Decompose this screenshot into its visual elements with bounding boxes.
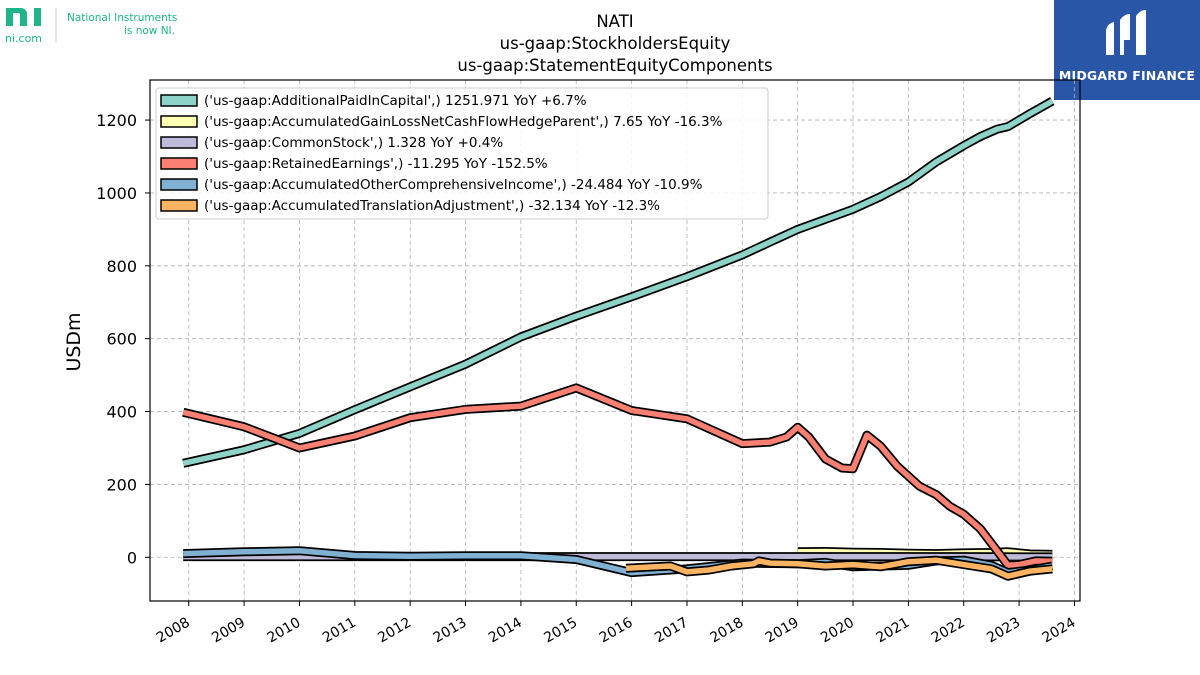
x-tick-label: 2022: [929, 615, 968, 647]
legend-item: ('us-gaap:CommonStock',) 1.328 YoY +0.4%: [160, 135, 503, 151]
y-axis-label: USDm: [63, 312, 85, 371]
x-tick-label: 2011: [320, 615, 359, 647]
x-tick-label: 2021: [874, 615, 913, 647]
ni-logo-mark-i: [34, 8, 41, 26]
y-axis: 0 200 400 600 800 1000 1200: [96, 111, 150, 567]
x-axis: 2008 2009 2010 2011 2012 2013 2014 2015 2016 2017…: [154, 601, 1079, 646]
series-line-3: [182, 383, 1053, 570]
ni-logo-mark-n-left: [6, 8, 13, 26]
legend-label: ('us-gaap:RetainedEarnings',) -11.295 Yo…: [204, 156, 548, 172]
series-line-stroke: [182, 385, 1053, 569]
ni-logo-tagline-1: National Instruments: [67, 12, 177, 24]
plot-frame: [149, 79, 1081, 602]
legend-item: ('us-gaap:AccumulatedOtherComprehensiveI…: [160, 177, 703, 193]
x-tick-label: 2024: [1040, 615, 1079, 647]
legend-item: ('us-gaap:RetainedEarnings',) -11.295 Yo…: [160, 156, 548, 172]
x-tick-label: 2008: [154, 615, 193, 647]
series-line-outline: [182, 383, 1053, 570]
midgard-finance-logo: MIDGARD FINANCE: [1054, 0, 1200, 100]
legend-swatch: [160, 178, 198, 191]
y-tick-label: 600: [106, 330, 137, 349]
chart-title-line: us-gaap:StatementEquityComponents: [457, 56, 772, 75]
chart-title-line: us-gaap:StockholdersEquity: [500, 34, 731, 53]
legend-label: ('us-gaap:AccumulatedGainLossNetCashFlow…: [204, 114, 723, 130]
y-tick-label: 400: [106, 403, 137, 422]
series-line-0: [182, 97, 1055, 468]
series-line-stroke: [625, 557, 1053, 579]
x-tick-label: 2018: [707, 615, 746, 647]
legend-swatch: [160, 115, 198, 128]
legend-label: ('us-gaap:AdditionalPaidInCapital',) 125…: [204, 93, 587, 109]
legend-swatch: [160, 157, 198, 170]
emblem-stroke-left: [1106, 22, 1114, 55]
legend-swatch: [160, 94, 198, 107]
midgard-finance-wordmark: MIDGARD FINANCE: [1058, 68, 1196, 83]
legend-item: ('us-gaap:AccumulatedTranslationAdjustme…: [160, 198, 660, 214]
ni-logo-tagline-2: is now NI.: [124, 25, 175, 37]
chart-legend: ('us-gaap:AdditionalPaidInCapital',) 125…: [155, 87, 769, 220]
ni-logo: ni.com National Instruments is now NI.: [5, 8, 177, 45]
x-tick-label: 2009: [209, 615, 248, 647]
legend-swatch: [160, 199, 198, 212]
legend-item: ('us-gaap:AdditionalPaidInCapital',) 125…: [160, 93, 587, 109]
chart-title-line: NATI: [596, 12, 633, 31]
legend-label: ('us-gaap:CommonStock',) 1.328 YoY +0.4%: [204, 135, 503, 151]
y-tick-label: 800: [106, 257, 137, 276]
emblem-stroke-mid: [1120, 14, 1130, 55]
x-tick-label: 2013: [431, 615, 470, 647]
x-tick-label: 2019: [763, 615, 802, 647]
emblem-stroke-right: [1136, 10, 1146, 55]
x-tick-label: 2020: [818, 615, 857, 647]
series-line-5: [625, 555, 1053, 581]
series-line-stroke: [182, 98, 1054, 466]
legend-label: ('us-gaap:AccumulatedTranslationAdjustme…: [204, 198, 660, 214]
y-tick-label: 1000: [96, 184, 137, 203]
ni-logo-mark-n-arch: [13, 8, 27, 26]
x-tick-label: 2012: [375, 615, 414, 647]
x-tick-label: 2016: [597, 615, 636, 647]
legend-label: ('us-gaap:AccumulatedOtherComprehensiveI…: [204, 177, 703, 193]
x-tick-label: 2023: [984, 615, 1023, 647]
ni-logo-sub: ni.com: [5, 32, 42, 45]
chart-title: NATI us-gaap:StockholdersEquity us-gaap:St…: [457, 12, 772, 75]
legend-box: [155, 87, 769, 220]
legend-item: ('us-gaap:AccumulatedGainLossNetCashFlow…: [160, 114, 723, 130]
x-tick-label: 2010: [265, 615, 304, 647]
x-tick-label: 2017: [652, 615, 691, 647]
legend-swatch: [160, 136, 198, 149]
y-tick-label: 0: [127, 548, 137, 567]
midgard-finance-emblem: [1106, 10, 1146, 55]
y-tick-label: 1200: [96, 111, 137, 130]
x-tick-label: 2014: [486, 615, 525, 647]
chart-series: [182, 97, 1055, 581]
y-tick-label: 200: [106, 475, 137, 494]
x-tick-label: 2015: [541, 615, 580, 647]
